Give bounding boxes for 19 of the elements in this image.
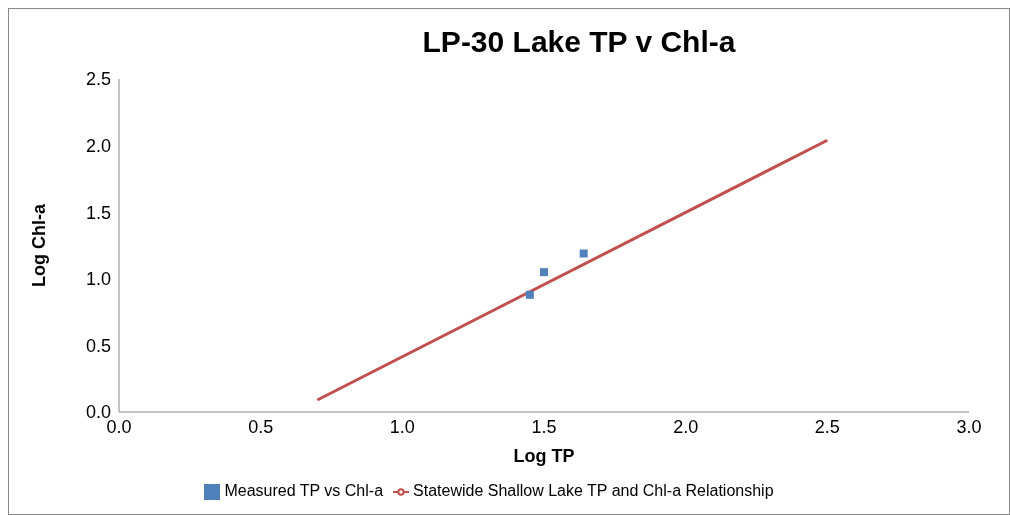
x-tick-label: 1.0 (389, 416, 415, 437)
y-axis-title: Log Chl-a (29, 203, 50, 287)
legend-label: Statewide Shallow Lake TP and Chl-a Relationship (413, 482, 774, 499)
x-tick-label: 2.0 (673, 416, 699, 437)
y-tick-label: 2.0 (85, 135, 111, 156)
x-tick-label: 0.5 (248, 416, 274, 437)
x-tick-label: 3.0 (956, 416, 982, 437)
x-axis-title: Log TP (513, 446, 575, 466)
legend-label: Measured TP vs Chl-a (224, 482, 384, 499)
y-tick-label: 1.0 (85, 269, 111, 290)
point (525, 290, 534, 299)
chart-title: LP-30 Lake TP v Chl-a (421, 24, 737, 60)
y-tick-label: 0.5 (85, 335, 111, 356)
x-tick-label: 2.5 (814, 416, 840, 437)
point (579, 249, 588, 258)
y-tick-label: 2.5 (85, 69, 111, 90)
y-tick-label: 1.5 (85, 202, 111, 223)
point (540, 268, 548, 277)
x-tick-label: 1.5 (531, 416, 557, 437)
